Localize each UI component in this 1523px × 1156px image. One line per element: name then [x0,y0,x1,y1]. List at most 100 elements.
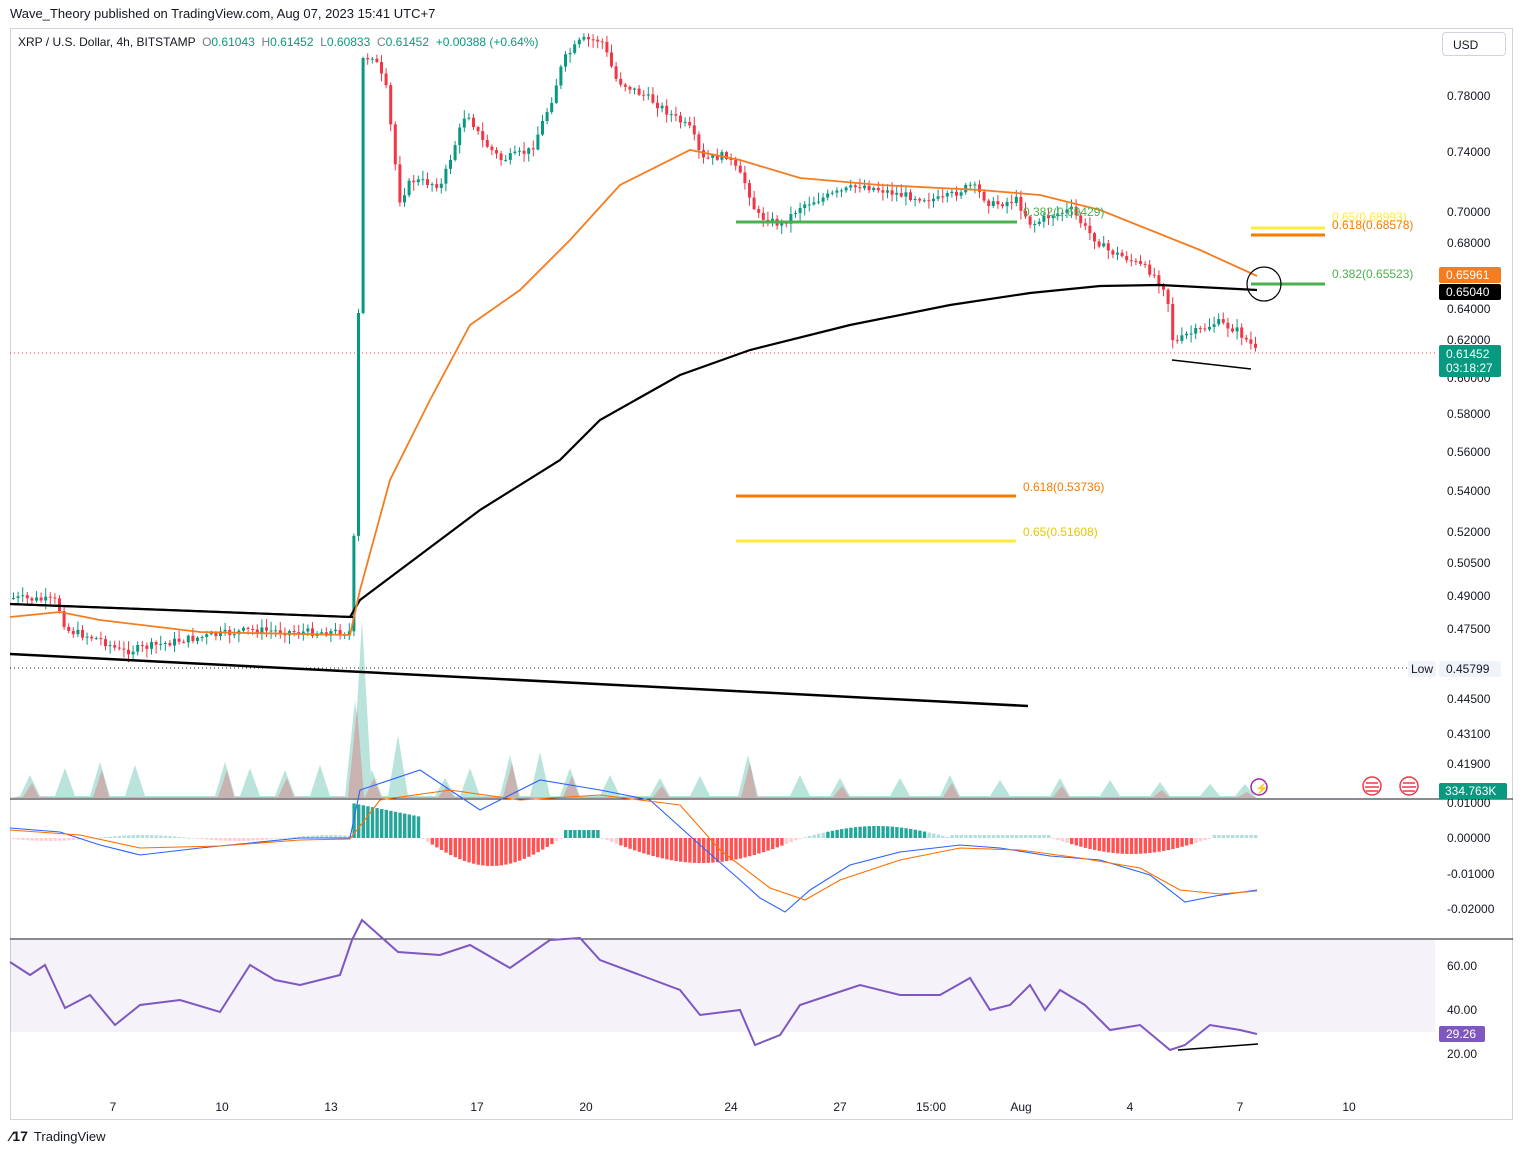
macd-bar [697,838,701,863]
candle-body [1024,210,1027,217]
candle-body [619,78,623,85]
candle-body [610,52,613,67]
macd-bar [794,838,798,841]
candle-body [430,184,434,186]
candle-body [1208,326,1211,330]
candle-body [260,627,264,634]
macd-bar [1212,835,1216,838]
macd-bar [81,838,85,840]
ema-slow-line[interactable] [9,283,1258,619]
macd-bar [614,838,618,844]
candle-body [44,596,48,601]
close-label: C [376,35,386,49]
macd-bar [913,829,917,838]
ohlc-legend: XRP / U.S. Dollar, 4h, BITSTAMP O0.61043… [18,35,538,49]
macd-bar [154,835,158,838]
time-tick-label: 20 [579,1100,593,1114]
symbol-label[interactable]: XRP / U.S. Dollar, 4h, BITSTAMP [18,35,196,49]
macd-bar [108,836,112,838]
candle-body [1189,333,1193,335]
macd-bar [1083,838,1088,848]
macd-bar [1125,838,1129,854]
candle-body [554,85,558,103]
macd-bar [596,830,600,838]
divergence-line-price[interactable] [1171,359,1252,370]
candle-body [968,184,972,186]
candle-body [94,638,98,640]
macd-bar [320,835,324,838]
macd-bar [1157,838,1161,852]
candle-body [108,645,112,647]
crossover-highlight-circle[interactable] [1246,266,1282,302]
candle-body [219,631,222,637]
us-flag-event-icon[interactable] [1362,776,1382,796]
last-price-tag-text: 0.61452 [1446,347,1490,361]
macd-bar [44,838,48,841]
macd-bar [1111,838,1115,853]
macd-bar [959,835,963,838]
candle-body [1079,215,1083,224]
macd-bar [366,806,370,838]
macd-bar [559,838,563,839]
candle-body [623,84,627,87]
macd-bar [53,838,57,841]
footer-brand: TradingView [33,1128,106,1144]
us-flag-event-icon-2[interactable] [1399,776,1419,796]
macd-bar [715,838,720,863]
ema-fast-line[interactable] [9,149,1258,636]
macd-bar [738,838,743,859]
candle-body [140,644,144,646]
candle-body [1185,333,1188,336]
macd-bar [35,838,39,841]
candle-body [1171,303,1175,341]
candle-body [835,190,839,193]
macd-bar [706,838,710,863]
macd-bar [301,836,306,838]
macd-bar [67,838,71,841]
candle-body [633,88,636,90]
candle-body [876,187,880,191]
macd-bar [209,838,214,840]
candle-body [62,611,66,627]
macd-bar [283,837,287,839]
candle-body [168,642,172,646]
candle-body [614,66,618,79]
candle-body [30,598,34,601]
currency-button[interactable]: USD [1442,32,1506,56]
macd-bar [927,832,931,838]
rsi-axis[interactable]: 60.00 40.00 20.00 [1447,959,1477,1061]
candle-body [159,643,163,645]
macd-axis[interactable]: 0.01000 0.00000 -0.01000 -0.02000 [1447,796,1495,916]
candle-body [508,153,512,160]
macd-bar [380,809,384,838]
macd-bar [734,838,738,860]
divergence-line-rsi[interactable] [1177,1043,1259,1051]
candle-body [1120,252,1124,257]
candle-body [564,54,567,67]
macd-bar [182,837,186,839]
candle-body [163,642,167,644]
candle-body [711,154,715,158]
macd-bar [90,838,94,839]
macd-bar [311,835,315,838]
macd-bar [1198,838,1203,842]
candle-body [1139,261,1142,264]
tradingview-logo-icon: ⁄17 [10,1128,28,1144]
trendline-lower[interactable] [9,652,1029,708]
macd-bar [205,838,209,840]
macd-bar [223,838,227,841]
candle-body [48,596,52,598]
low-value: 0.60833 [326,35,371,49]
lightning-event-icon[interactable] [1250,778,1268,796]
trendline-upper[interactable] [9,603,354,618]
candle-body [1203,328,1207,330]
time-axis[interactable]: 7 10 13 17 20 24 27 15:00 Aug 4 7 10 [110,1100,1356,1114]
macd-bar [541,838,545,850]
candle-body [1198,327,1202,329]
macd-bar [324,835,329,838]
macd-bar [393,811,398,838]
candle-body [725,152,728,159]
macd-bar [1175,838,1180,848]
candle-body [265,627,268,631]
